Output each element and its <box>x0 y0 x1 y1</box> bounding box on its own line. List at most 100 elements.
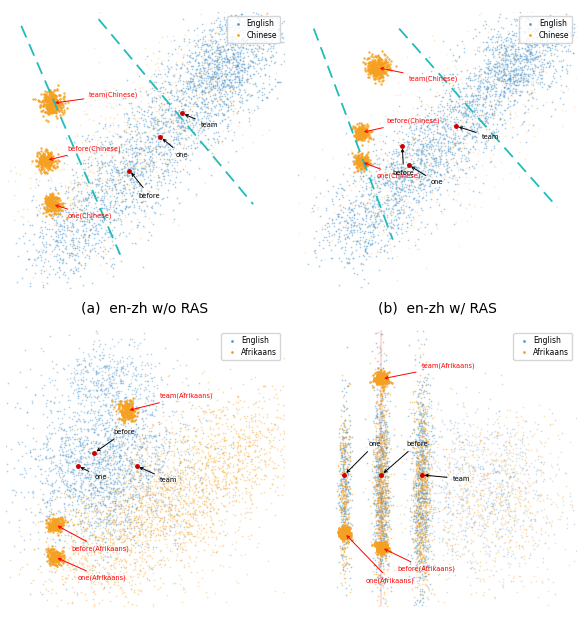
Point <box>257 54 267 64</box>
Point <box>352 236 361 246</box>
Point <box>54 523 63 533</box>
Point <box>340 529 349 539</box>
Point <box>411 483 421 493</box>
Point <box>271 32 281 41</box>
Point <box>454 444 463 454</box>
Point <box>211 444 220 454</box>
Point <box>53 237 62 247</box>
Point <box>369 489 378 499</box>
Point <box>440 538 449 548</box>
Point <box>353 156 362 166</box>
Point <box>125 517 134 527</box>
Point <box>529 477 538 487</box>
Point <box>376 549 385 559</box>
Point <box>45 546 54 556</box>
Point <box>374 375 383 385</box>
Point <box>380 451 389 460</box>
Point <box>382 375 391 385</box>
Point <box>418 439 427 449</box>
Point <box>416 518 425 528</box>
Point <box>365 59 375 69</box>
Point <box>538 577 547 586</box>
Point <box>160 343 169 353</box>
Point <box>215 85 224 95</box>
Point <box>378 551 387 561</box>
Point <box>420 497 429 507</box>
Point <box>376 438 385 447</box>
Point <box>448 543 457 553</box>
Point <box>376 438 385 447</box>
Point <box>450 140 459 150</box>
Point <box>351 158 360 167</box>
Point <box>219 99 228 109</box>
Point <box>112 526 122 536</box>
Point <box>311 245 320 255</box>
Point <box>376 428 385 438</box>
Point <box>126 145 135 154</box>
Point <box>437 475 446 485</box>
Point <box>67 559 76 569</box>
Point <box>94 467 104 477</box>
Point <box>379 500 389 510</box>
Point <box>63 222 72 232</box>
Point <box>510 57 520 67</box>
Point <box>116 396 126 406</box>
Point <box>96 182 105 192</box>
Point <box>545 420 555 430</box>
Point <box>360 124 369 134</box>
Point <box>431 157 441 167</box>
Point <box>45 107 54 117</box>
Point <box>50 182 59 192</box>
Point <box>166 510 176 520</box>
Point <box>460 169 470 179</box>
Point <box>415 549 424 559</box>
Point <box>448 77 457 87</box>
Point <box>45 157 54 167</box>
Point <box>51 92 60 102</box>
Point <box>365 60 375 70</box>
Point <box>455 452 464 462</box>
Point <box>129 337 139 347</box>
Point <box>381 485 390 495</box>
Point <box>476 69 485 78</box>
Point <box>512 63 521 73</box>
Point <box>102 455 112 465</box>
Point <box>170 44 179 54</box>
Point <box>105 356 114 366</box>
Point <box>43 175 52 185</box>
Point <box>101 112 110 122</box>
Point <box>109 515 119 525</box>
Point <box>19 463 28 473</box>
Point <box>116 460 125 470</box>
Point <box>209 441 218 451</box>
Point <box>63 103 72 112</box>
Point <box>63 185 73 195</box>
Point <box>556 512 566 522</box>
Point <box>385 64 395 74</box>
Point <box>366 67 375 77</box>
Point <box>108 571 117 581</box>
Point <box>184 476 193 486</box>
Point <box>119 126 129 136</box>
Point <box>420 132 430 142</box>
Point <box>516 7 525 17</box>
Point <box>118 396 127 406</box>
Point <box>376 570 385 580</box>
Point <box>123 521 132 531</box>
Point <box>453 102 462 112</box>
Point <box>237 9 246 19</box>
Point <box>501 68 510 78</box>
Point <box>419 611 428 618</box>
Point <box>221 48 230 57</box>
Point <box>126 475 135 485</box>
Point <box>340 535 349 544</box>
Point <box>479 99 488 109</box>
Point <box>372 485 381 494</box>
Point <box>44 153 53 163</box>
Point <box>111 496 120 506</box>
Point <box>228 399 237 408</box>
Point <box>531 475 541 485</box>
Point <box>33 160 42 170</box>
Point <box>410 206 420 216</box>
Point <box>82 250 91 260</box>
